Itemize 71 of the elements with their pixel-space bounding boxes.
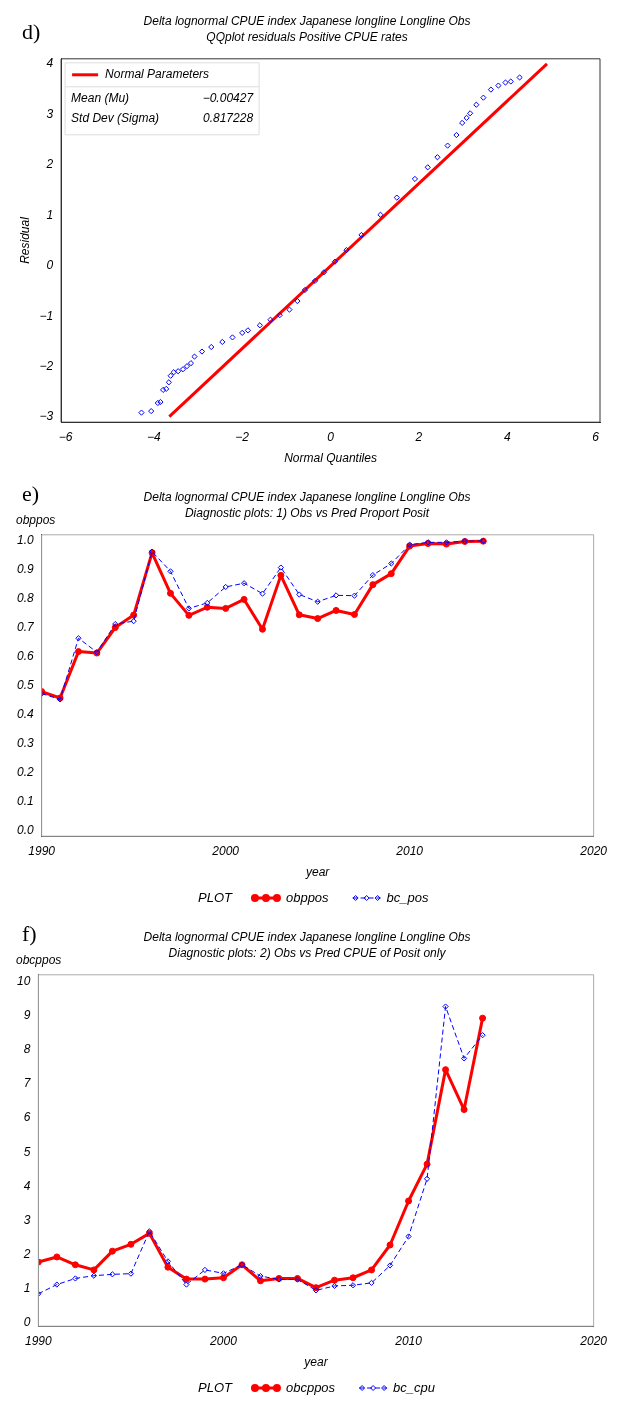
legend-label: obcppos [285, 1379, 336, 1395]
x-tick-label: −4 [147, 429, 162, 444]
y-tick-label: −3 [39, 409, 54, 424]
text: d) [22, 18, 41, 44]
legend-title: PLOT [198, 889, 234, 905]
text: e) [22, 480, 40, 506]
y-tick-label: 0.7 [16, 619, 35, 634]
y-tick-label: 0.3 [16, 735, 34, 750]
x-tick-label: 1990 [25, 1333, 53, 1348]
y-tick-label: 0.6 [16, 648, 34, 663]
y-axis-title: obcppos [16, 953, 62, 968]
x-tick-label: 2010 [395, 843, 424, 858]
x-axis-title: year [303, 1355, 329, 1370]
legend-label: Normal Parameters [105, 67, 210, 82]
chart-title: Delta lognormal CPUE index Japanese longline Longline Obs [143, 489, 471, 504]
x-tick-label: 4 [503, 429, 511, 444]
y-tick-label: 0.4 [16, 706, 34, 721]
y-tick-label: 2 [45, 157, 54, 172]
x-tick-label: 1990 [28, 843, 56, 858]
annotation: Std Dev (Sigma) [71, 111, 160, 126]
text: f) [22, 920, 37, 946]
y-tick-label: 6 [23, 1110, 31, 1125]
y-tick-label: 0.9 [16, 561, 34, 576]
x-tick-label: −6 [58, 429, 73, 444]
y-tick-label: 1 [23, 1281, 31, 1296]
legend-label: obppos [285, 889, 330, 905]
y-tick-label: −2 [39, 359, 54, 374]
y-tick-label: 3 [23, 1212, 31, 1227]
y-tick-label: 0.8 [16, 590, 34, 605]
chart-title: Delta lognormal CPUE index Japanese longline Longline Obs [143, 929, 471, 944]
annotation: −0.00427 [202, 91, 255, 106]
x-axis-title: year [305, 865, 331, 880]
chart-subtitle: Diagnostic plots: 1) Obs vs Pred Proport Posit [184, 505, 430, 520]
y-tick-label: 0.2 [16, 764, 34, 779]
y-tick-label: 0.5 [16, 677, 34, 692]
chart-subtitle: Diagnostic plots: 2) Obs vs Pred CPUE of Posit only [168, 945, 447, 960]
chart-subtitle: QQplot residuals Positive CPUE rates [206, 29, 408, 44]
x-tick-label: 2000 [211, 843, 240, 858]
y-tick-label: 0 [46, 258, 54, 273]
x-tick-label: 0 [327, 429, 335, 444]
x-tick-label: 2020 [579, 843, 608, 858]
chart-title: Delta lognormal CPUE index Japanese longline Longline Obs [143, 13, 471, 28]
x-tick-label: 6 [592, 429, 600, 444]
y-tick-label: 10 [16, 973, 31, 988]
y-tick-label: 7 [23, 1076, 32, 1091]
x-tick-label: 2020 [579, 1333, 608, 1348]
y-tick-label: 3 [46, 106, 54, 121]
y-tick-label: 0.1 [16, 793, 34, 808]
y-tick-label: 5 [23, 1144, 31, 1159]
legend-label: bc_pos [386, 889, 430, 905]
x-axis-title: Normal Quantiles [284, 451, 377, 466]
x-tick-label: 2000 [209, 1333, 238, 1348]
y-tick-label: 1 [46, 207, 54, 222]
x-tick-label: 2010 [394, 1333, 423, 1348]
legend-label: bc_cpu [393, 1379, 436, 1395]
y-tick-label: 8 [23, 1042, 31, 1057]
y-tick-label: 4 [23, 1178, 31, 1193]
y-tick-label: 2 [22, 1246, 31, 1261]
y-tick-label: −1 [39, 308, 54, 323]
y-tick-label: 4 [46, 56, 54, 71]
y-tick-label: 9 [23, 1008, 31, 1023]
y-tick-label: 0 [23, 1315, 31, 1330]
annotation: 0.817228 [203, 111, 254, 126]
y-axis-title: Residual [17, 216, 32, 264]
x-tick-label: −2 [235, 429, 250, 444]
legend-title: PLOT [198, 1379, 234, 1395]
y-axis-title: obppos [16, 513, 56, 528]
x-tick-label: 2 [414, 429, 423, 444]
annotation: Mean (Mu) [71, 91, 130, 106]
y-tick-label: 1.0 [16, 532, 34, 547]
y-tick-label: 0.0 [16, 822, 34, 837]
